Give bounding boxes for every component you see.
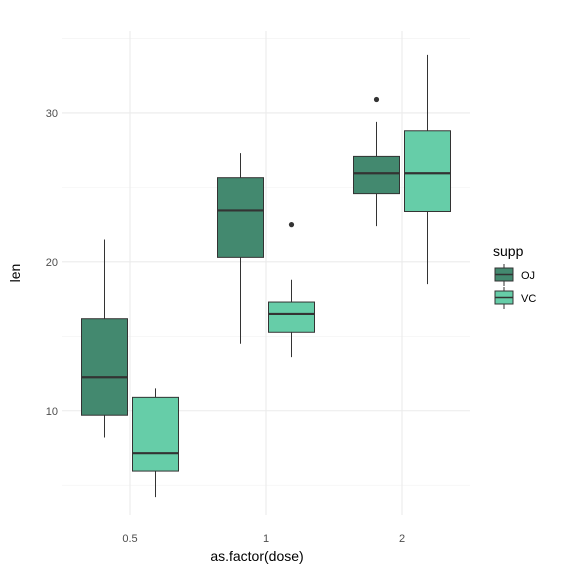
y-axis-ticks: 10 20 30 xyxy=(46,108,58,418)
box-iqr xyxy=(353,155,400,195)
outlier-point xyxy=(373,96,380,103)
boxplot-series xyxy=(81,54,451,498)
x-tick-label: 2 xyxy=(399,533,405,545)
box-OJ-0.5 xyxy=(81,239,128,438)
x-tick-label: 0.5 xyxy=(122,533,137,545)
box-VC-0.5 xyxy=(132,388,179,498)
box-VC-1 xyxy=(268,222,315,358)
x-axis-ticks: 0.5 1 2 xyxy=(122,533,405,545)
y-axis-title: len xyxy=(7,264,23,283)
y-tick-label: 30 xyxy=(46,108,58,120)
box-VC-2 xyxy=(404,54,451,285)
box-iqr xyxy=(81,318,128,416)
box-iqr xyxy=(268,301,315,333)
box-iqr xyxy=(132,396,179,472)
legend-label: OJ xyxy=(521,270,535,282)
legend-item-OJ: OJ xyxy=(494,264,535,286)
legend-label: VC xyxy=(521,293,536,305)
box-OJ-2 xyxy=(353,96,400,227)
x-axis-title: as.factor(dose) xyxy=(210,548,303,564)
legend-item-VC: VC xyxy=(494,287,536,309)
y-tick-label: 10 xyxy=(46,406,58,418)
box-iqr xyxy=(404,130,451,212)
outlier-point xyxy=(288,222,295,228)
x-tick-label: 1 xyxy=(263,533,269,545)
legend: supp OJ VC xyxy=(493,243,536,309)
legend-title: supp xyxy=(493,243,524,259)
box-OJ-1 xyxy=(217,153,264,344)
gridlines xyxy=(62,31,470,515)
y-tick-label: 20 xyxy=(46,257,58,269)
box-iqr xyxy=(217,177,264,258)
